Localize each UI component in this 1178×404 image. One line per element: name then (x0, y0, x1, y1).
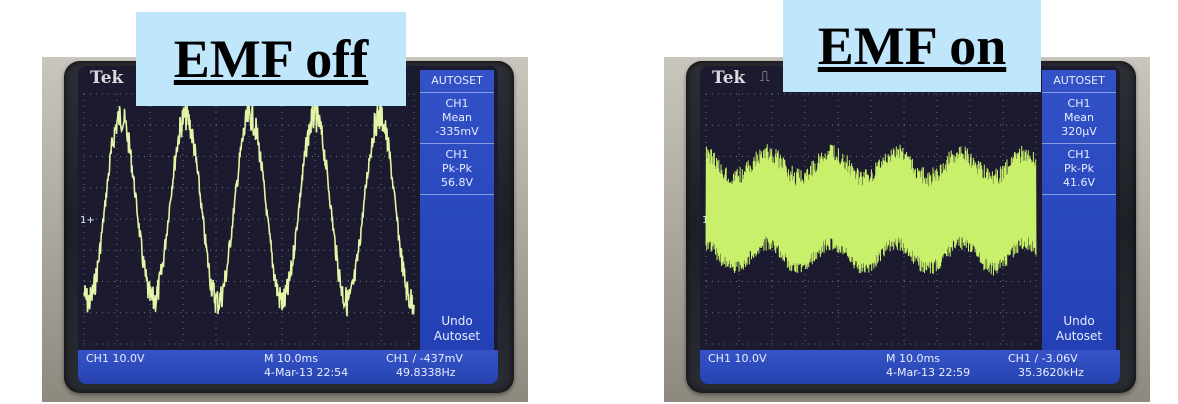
oscilloscope-screen: 1+ Tek AUTOSET CH1 Mean -335mV CH1 Pk-Pk… (78, 66, 498, 384)
mean-label: Mean (1064, 111, 1094, 124)
channel-scale: CH1 10.0V (86, 352, 145, 365)
pkpk-label: Pk-Pk (442, 162, 472, 175)
oscilloscope-bezel: 1+ Tek AUTOSET CH1 Mean -335mV CH1 Pk-Pk… (64, 61, 514, 393)
datetime: 4-Mar-13 22:59 (886, 366, 971, 379)
mean-measurement[interactable]: CH1 Mean 320µV (1042, 93, 1116, 144)
waveform-display: 1+ (702, 93, 1037, 345)
pkpk-channel: CH1 (1067, 148, 1091, 161)
undo-label: Undo (441, 314, 473, 328)
status-bar: CH1 10.0V M 10.0ms 4-Mar-13 22:59 CH1 / … (700, 350, 1120, 384)
frequency-readout: 49.8338Hz (396, 366, 456, 379)
autoset-label: Autoset (433, 329, 481, 343)
trigger-level: CH1 / -3.06V (1008, 352, 1078, 365)
brand-logo: Tek (90, 68, 124, 88)
undo-label: Undo (1063, 314, 1095, 328)
status-bar: CH1 10.0V M 10.0ms 4-Mar-13 22:54 CH1 / … (78, 350, 498, 384)
timebase: M 10.0ms (264, 352, 318, 365)
waveform-trace (705, 144, 1037, 276)
mean-label: Mean (442, 111, 472, 124)
autoset-menu-title[interactable]: AUTOSET (1042, 70, 1116, 93)
trigger-level: CH1 / -437mV (386, 352, 463, 365)
pkpk-value: 41.6V (1062, 176, 1096, 189)
trigger-edge-icon: ⎍ (760, 69, 770, 85)
oscilloscope-photo-emf-on: 1+ Tek ⎍ AUTOSET CH1 Mean 320µV CH1 Pk-P… (664, 57, 1150, 402)
mean-channel: CH1 (1067, 97, 1091, 110)
mean-channel: CH1 (445, 97, 469, 110)
mean-value: -335mV (435, 125, 479, 138)
pkpk-channel: CH1 (445, 148, 469, 161)
caption-emf-on: EMF on (783, 0, 1041, 92)
caption-emf-off: EMF off (136, 12, 406, 106)
mean-value: 320µV (1061, 125, 1097, 138)
oscilloscope-photo-emf-off: 1+ Tek AUTOSET CH1 Mean -335mV CH1 Pk-Pk… (42, 57, 528, 402)
oscilloscope-bezel: 1+ Tek ⎍ AUTOSET CH1 Mean 320µV CH1 Pk-P… (686, 61, 1136, 393)
measurement-side-menu: AUTOSET CH1 Mean 320µV CH1 Pk-Pk 41.6V U… (1042, 70, 1116, 350)
pkpk-value: 56.8V (440, 176, 474, 189)
measurement-side-menu: AUTOSET CH1 Mean -335mV CH1 Pk-Pk 56.8V … (420, 70, 494, 350)
frequency-readout: 35.3620kHz (1018, 366, 1084, 379)
autoset-label: Autoset (1055, 329, 1103, 343)
undo-autoset-button[interactable]: Undo Autoset (420, 314, 494, 344)
mean-measurement[interactable]: CH1 Mean -335mV (420, 93, 494, 144)
channel-scale: CH1 10.0V (708, 352, 767, 365)
graticule (83, 93, 415, 345)
pkpk-measurement[interactable]: CH1 Pk-Pk 56.8V (420, 144, 494, 195)
autoset-menu-title[interactable]: AUTOSET (420, 70, 494, 93)
ground-marker: 1+ (80, 215, 95, 226)
brand-logo: Tek (712, 68, 746, 88)
timebase: M 10.0ms (886, 352, 940, 365)
datetime: 4-Mar-13 22:54 (264, 366, 349, 379)
oscilloscope-screen: 1+ Tek ⎍ AUTOSET CH1 Mean 320µV CH1 Pk-P… (700, 66, 1120, 384)
undo-autoset-button[interactable]: Undo Autoset (1042, 314, 1116, 344)
pkpk-label: Pk-Pk (1064, 162, 1094, 175)
pkpk-measurement[interactable]: CH1 Pk-Pk 41.6V (1042, 144, 1116, 195)
